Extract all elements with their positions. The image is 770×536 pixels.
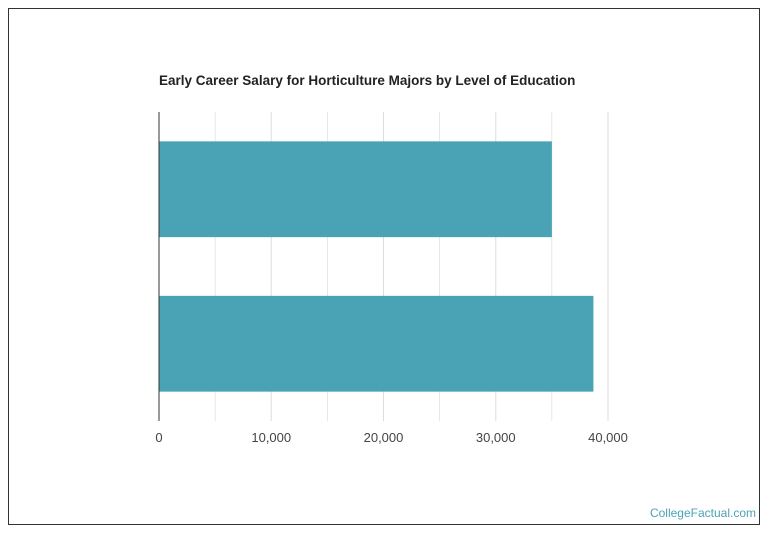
chart-title: Early Career Salary for Horticulture Maj… xyxy=(159,73,576,88)
x-tick-label: 10,000 xyxy=(251,430,291,445)
x-tick-label: 30,000 xyxy=(476,430,516,445)
bar-1[interactable] xyxy=(159,295,594,392)
x-tick-label: 0 xyxy=(155,430,162,445)
x-tick-label: 20,000 xyxy=(364,430,404,445)
bars xyxy=(159,141,594,392)
brand-link[interactable]: CollegeFactual.com xyxy=(649,506,756,520)
x-axis-ticks: 0 10,000 20,000 30,000 40,000 xyxy=(155,430,628,445)
bar-0[interactable] xyxy=(159,141,552,238)
x-tick-label: 40,000 xyxy=(588,430,628,445)
